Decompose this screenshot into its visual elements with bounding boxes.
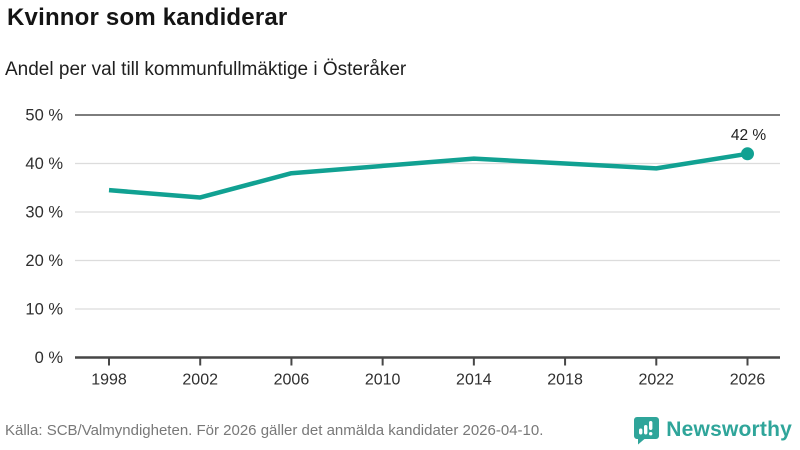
newsworthy-wordmark: Newsworthy: [666, 418, 792, 441]
x-tick-label: 2010: [365, 372, 401, 389]
y-tick-label: 20 %: [25, 252, 63, 270]
newsworthy-logo: Newsworthy: [633, 416, 792, 445]
y-tick-label: 50 %: [25, 107, 63, 125]
x-tick-label: 2002: [182, 372, 218, 389]
end-point: [741, 147, 754, 161]
newsworthy-icon: [634, 416, 660, 444]
data-line: [108, 151, 748, 200]
line-chart: 0 % 10 % 20 % 30 % 40 % 50 % 1998 2002 2006 2010 2…: [25, 107, 780, 389]
chart-subtitle: Andel per val till kommunfullmäktige i Ö…: [5, 59, 407, 80]
x-tick-label: 2006: [274, 372, 310, 389]
y-tick-label: 40 %: [25, 155, 63, 173]
chart-footer: Källa: SCB/Valmyndigheten. För 2026 gäll…: [5, 413, 792, 447]
chart-title: Kvinnor som kandiderar: [7, 4, 288, 31]
x-tick-label: 2014: [456, 372, 492, 389]
y-tick-label: 30 %: [25, 204, 63, 222]
x-tick-label: 2022: [638, 372, 674, 389]
y-tick-label: 10 %: [25, 301, 63, 319]
x-tick-label: 2018: [547, 372, 583, 389]
x-tick-label: 2026: [730, 372, 766, 389]
end-point-label: 42 %: [731, 127, 767, 144]
source-text: Källa: SCB/Valmyndigheten. För 2026 gäll…: [5, 421, 544, 439]
y-tick-label: 0 %: [35, 349, 64, 367]
x-tick-label: 1998: [91, 372, 127, 389]
